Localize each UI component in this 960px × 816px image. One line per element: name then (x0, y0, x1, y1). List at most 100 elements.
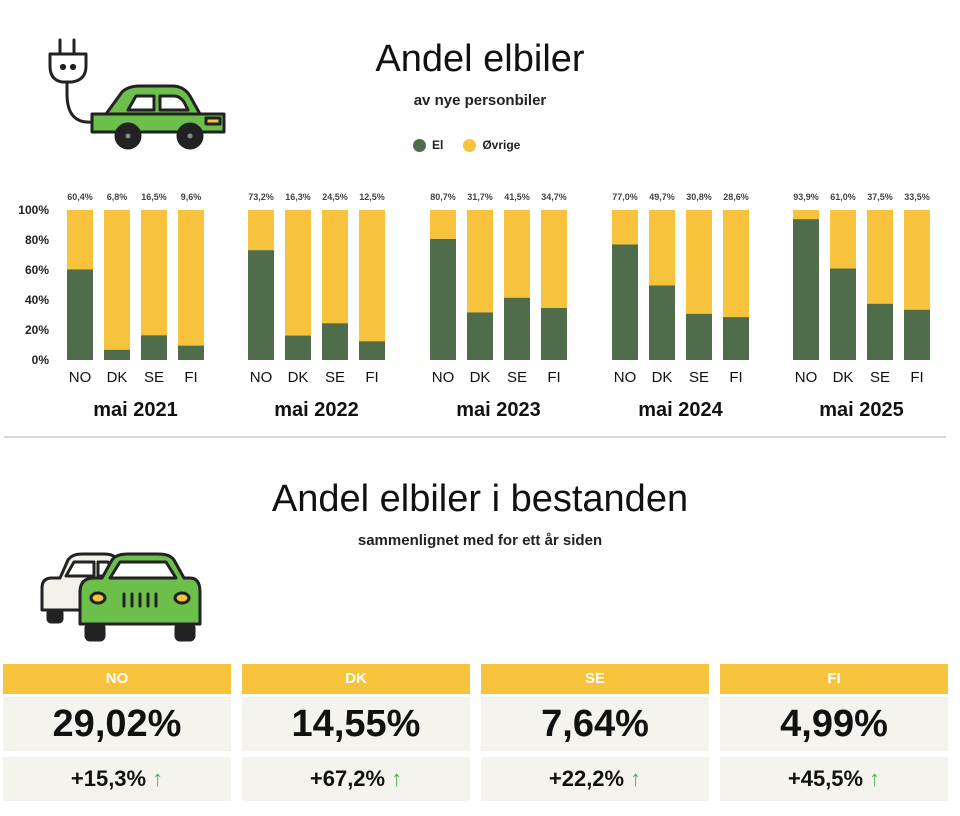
card-share: 7,64% (481, 697, 709, 751)
bar-el (104, 349, 130, 360)
card-change: +15,3% (70, 766, 147, 791)
bar-ovrige (686, 210, 712, 314)
bar-el (141, 335, 167, 360)
x-tick-label: DK (288, 369, 309, 386)
arrow-up-icon: ↑ (152, 766, 164, 791)
x-tick-label: FI (910, 369, 923, 386)
bar-ovrige (430, 210, 456, 239)
card-change: +22,2% (548, 766, 625, 791)
card-change-row: +67,2% ↑ (242, 757, 470, 801)
card-change-row: +45,5% ↑ (720, 757, 948, 801)
legend-label-el: El (432, 138, 444, 152)
data-label: 49,7% (649, 192, 675, 202)
plug-car-icon (48, 38, 226, 150)
bar-el (649, 285, 675, 360)
bar-ovrige (67, 210, 93, 270)
bar-el (359, 341, 385, 360)
data-label: 31,7% (467, 192, 493, 202)
bar-el (904, 309, 930, 360)
data-label: 33,5% (904, 192, 930, 202)
group-label: mai 2022 (274, 399, 359, 421)
bar-ovrige (359, 210, 385, 342)
y-tick-label: 100% (18, 203, 49, 217)
stock-card-no: NO 29,02% +15,3% ↑ (3, 664, 231, 801)
bar-el (178, 345, 204, 360)
legend-swatch-el (413, 138, 426, 152)
stock-title: Andel elbiler i bestanden (271, 478, 689, 520)
two-cars-icon (40, 552, 202, 642)
card-country: NO (3, 664, 231, 694)
data-label: 41,5% (504, 192, 530, 202)
stacked-bar-chart: 0% 20% 40% 60% 80% 100% 60,4% NO 6,8% DK 16,5% SE 9,… (18, 192, 930, 421)
stock-card-se: SE 7,64% +22,2% ↑ (481, 664, 709, 801)
group-label: mai 2024 (638, 399, 723, 421)
x-tick-label: DK (107, 369, 128, 386)
card-country: DK (242, 664, 470, 694)
card-change-row: +22,2% ↑ (481, 757, 709, 801)
data-label: 24,5% (322, 192, 348, 202)
data-label: 28,6% (723, 192, 749, 202)
legend-item-ovrige: Øvrige (463, 138, 520, 152)
x-tick-label: NO (614, 369, 637, 386)
x-tick-label: FI (729, 369, 742, 386)
y-tick-label: 40% (25, 293, 49, 307)
data-label: 61,0% (830, 192, 856, 202)
bar-ovrige (322, 210, 348, 324)
bar-ovrige (867, 210, 893, 304)
data-label: 80,7% (430, 192, 456, 202)
stock-card-dk: DK 14,55% +67,2% ↑ (242, 664, 470, 801)
card-change: +45,5% (787, 766, 864, 791)
data-label: 34,7% (541, 192, 567, 202)
stock-subtitle: sammenlignet med for ett år siden (357, 532, 603, 549)
y-tick-label: 60% (25, 263, 49, 277)
bar-ovrige (504, 210, 530, 298)
bar-el (612, 244, 638, 360)
data-label: 93,9% (793, 192, 819, 202)
bar-el (723, 317, 749, 360)
card-change-row: +15,3% ↑ (3, 757, 231, 801)
bar-el (467, 312, 493, 360)
data-label: 12,5% (359, 192, 385, 202)
card-share: 29,02% (3, 697, 231, 751)
bar-ovrige (467, 210, 493, 313)
bar-el (793, 219, 819, 360)
legend-swatch-ovrige (463, 138, 477, 152)
data-label: 6,8% (107, 192, 128, 202)
stock-card-fi: FI 4,99% +45,5% ↑ (720, 664, 948, 801)
chart-subtitle: av nye personbiler (413, 92, 547, 109)
bar-ovrige (285, 210, 311, 336)
bar-el (322, 323, 348, 360)
legend-label-ovrige: Øvrige (482, 138, 521, 152)
y-tick-label: 80% (25, 233, 49, 247)
bar-ovrige (793, 210, 819, 220)
bar-el (686, 313, 712, 360)
bar-ovrige (904, 210, 930, 310)
data-label: 16,3% (285, 192, 311, 202)
data-label: 16,5% (141, 192, 167, 202)
x-tick-label: DK (833, 369, 854, 386)
arrow-up-icon: ↑ (630, 766, 642, 791)
chart-title: Andel elbiler (375, 38, 585, 80)
card-country: FI (720, 664, 948, 694)
arrow-up-icon: ↑ (869, 766, 881, 791)
data-label: 60,4% (67, 192, 93, 202)
x-tick-label: FI (184, 369, 197, 386)
bar-ovrige (141, 210, 167, 336)
bar-ovrige (649, 210, 675, 286)
x-tick-label: SE (870, 369, 890, 386)
x-tick-label: NO (250, 369, 273, 386)
data-label: 73,2% (248, 192, 274, 202)
x-tick-label: FI (365, 369, 378, 386)
bar-ovrige (178, 210, 204, 346)
x-tick-label: SE (144, 369, 164, 386)
data-label: 37,5% (867, 192, 893, 202)
card-share: 4,99% (720, 697, 948, 751)
bar-el (430, 238, 456, 360)
bar-el (248, 250, 274, 360)
bar-ovrige (541, 210, 567, 308)
x-tick-label: NO (432, 369, 455, 386)
bar-el (67, 269, 93, 360)
chart-legend: El Øvrige (413, 138, 540, 152)
bar-ovrige (723, 210, 749, 318)
bar-el (504, 297, 530, 360)
